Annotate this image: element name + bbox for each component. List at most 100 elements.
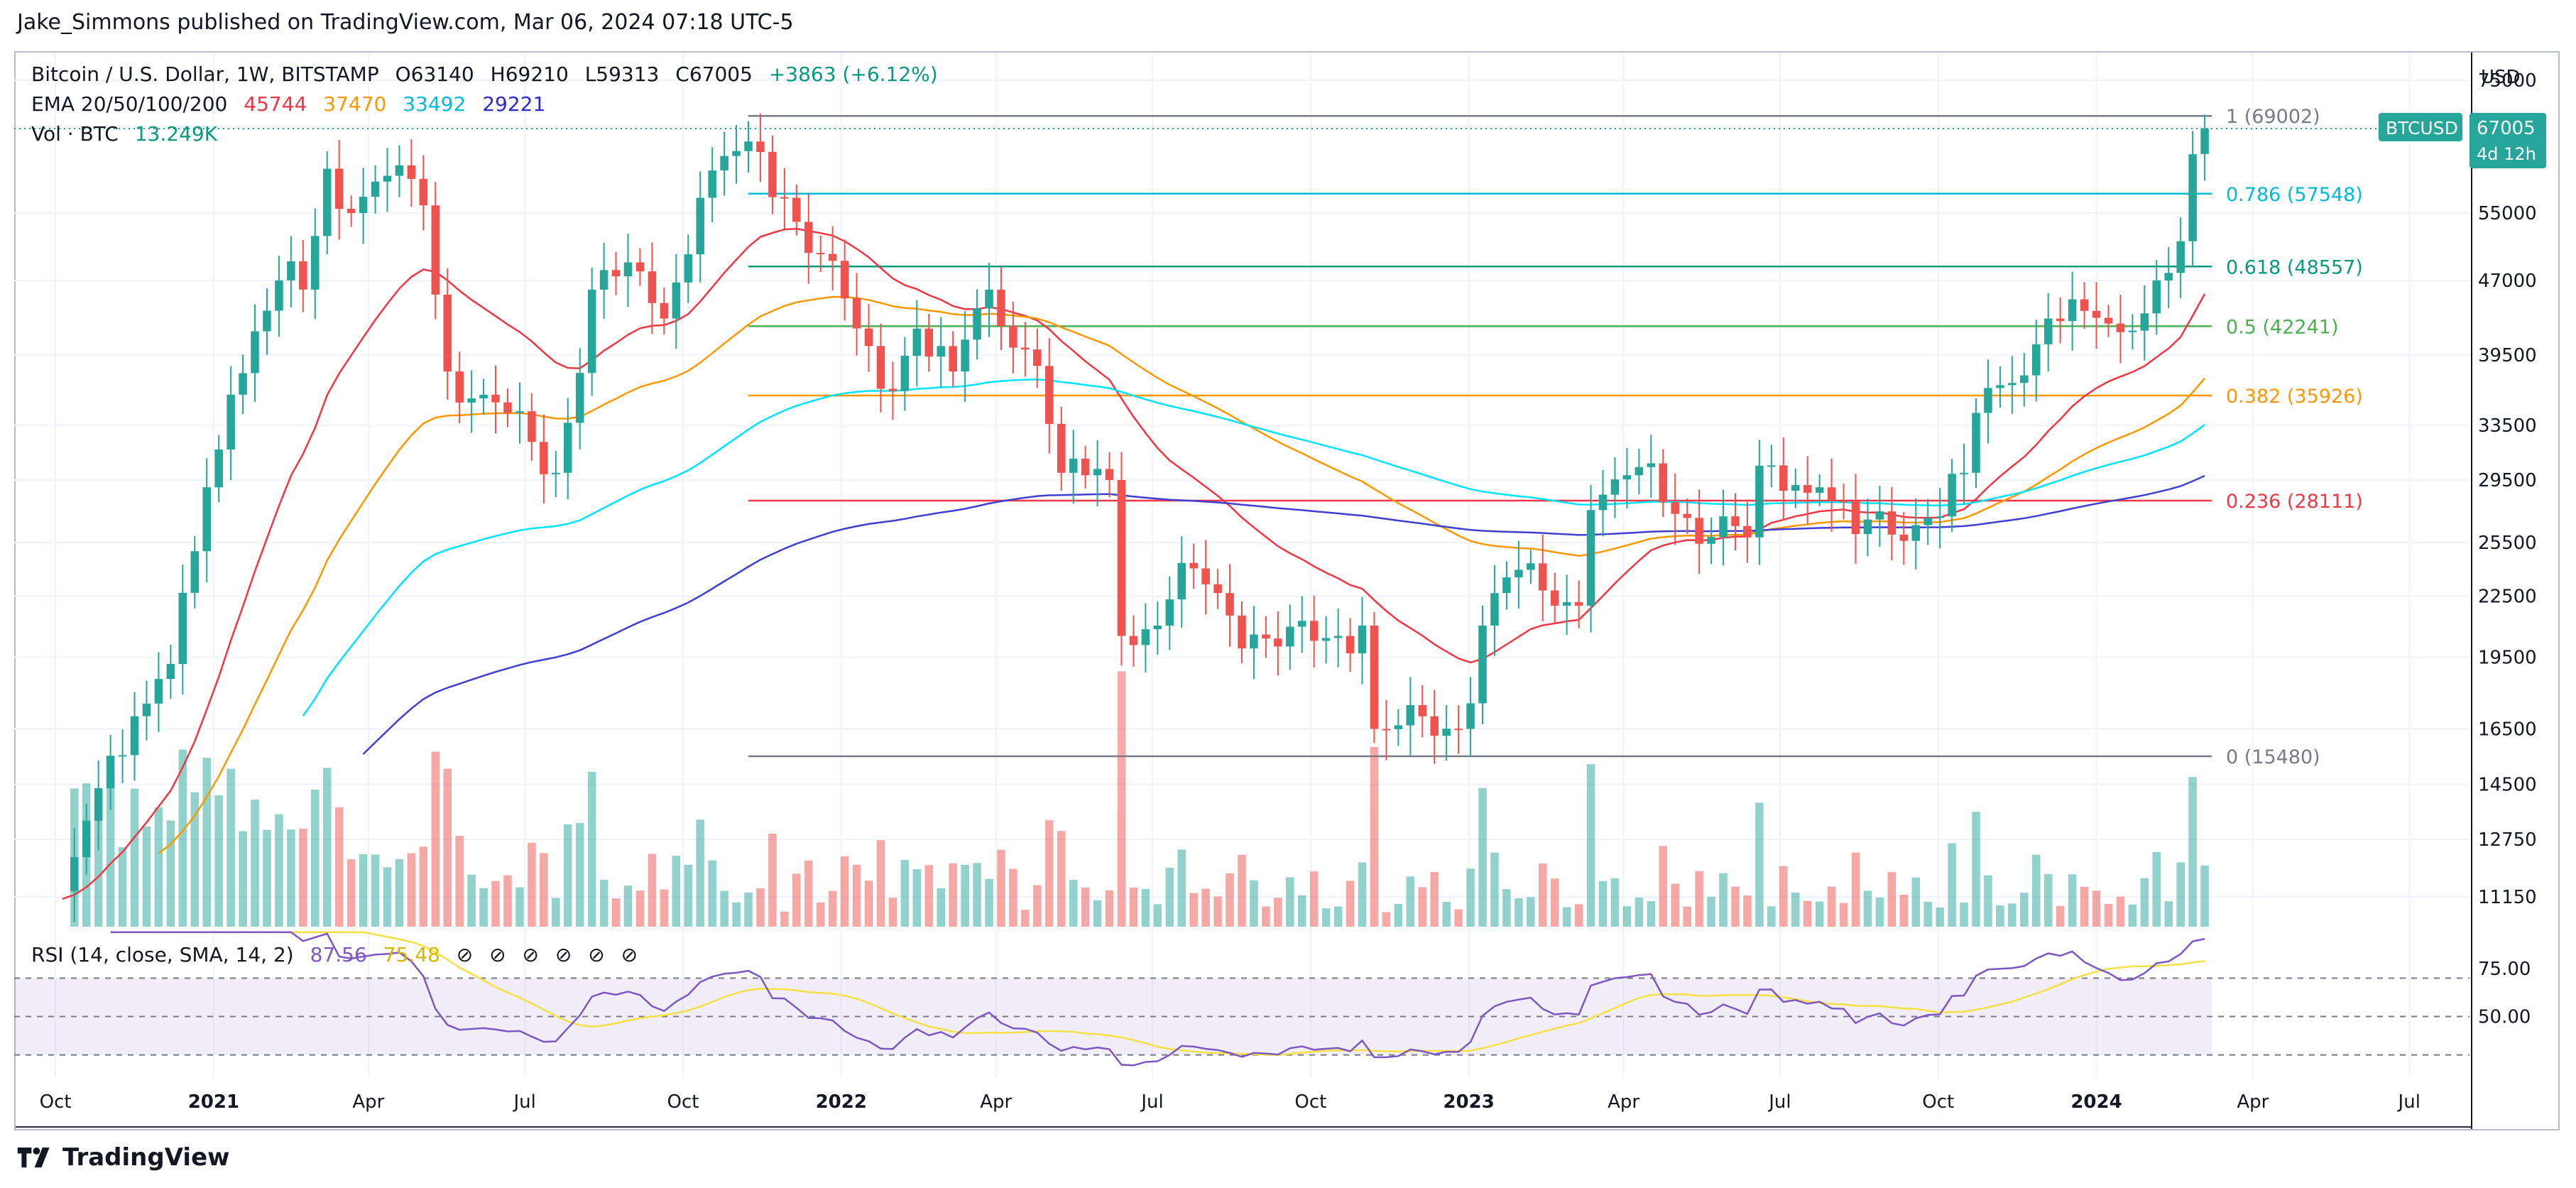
ema-legend: EMA 20/50/100/200 45744 37470 33492 2922… [31, 92, 555, 116]
rsi-hidden-icon[interactable]: ⊘ [489, 943, 506, 966]
candle [540, 442, 548, 474]
candle [599, 270, 608, 290]
volume-bar [371, 854, 380, 927]
volume-bar [275, 814, 283, 927]
candle [1177, 562, 1186, 600]
volume-bar [455, 836, 464, 927]
candle [515, 411, 524, 413]
candle [383, 175, 392, 182]
candle [1948, 474, 1956, 517]
volume-bar [744, 892, 753, 927]
candle [780, 197, 789, 199]
volume-bar [660, 889, 669, 927]
rsi-hidden-icon[interactable]: ⊘ [621, 943, 638, 966]
candle [2176, 241, 2185, 273]
volume-bar [1996, 905, 2004, 927]
candle [227, 394, 235, 449]
volume-bar [2008, 903, 2016, 927]
ema-line [62, 227, 2206, 900]
volume-bar [876, 840, 885, 927]
time-axis-separator [16, 1126, 2471, 1128]
volume-bar [1972, 812, 1980, 927]
candle [1996, 385, 2004, 388]
volume-bar [1238, 854, 1246, 927]
rsi-hidden-icon[interactable]: ⊘ [555, 943, 572, 966]
volume-bar [1141, 888, 1150, 927]
candle [2116, 323, 2125, 332]
candle [1418, 704, 1427, 716]
volume-bar [1189, 893, 1198, 927]
rsi-hidden-icon[interactable]: ⊘ [522, 943, 539, 966]
candle [346, 209, 356, 214]
symbol-tag-bg [2379, 112, 2462, 141]
time-tick-label: Apr [980, 1091, 1012, 1113]
candle [287, 261, 295, 280]
candle [1671, 502, 1679, 514]
candle [1622, 475, 1632, 480]
volume-bar [1610, 878, 1620, 927]
time-tick-label: 2023 [1443, 1091, 1494, 1113]
time-tick-label: 2022 [816, 1091, 867, 1113]
volume-bar [1466, 868, 1475, 927]
volume-bar [359, 854, 368, 927]
price-tick-label: 55000 [2478, 203, 2537, 224]
candle [1141, 629, 1150, 645]
candle [1707, 537, 1715, 544]
candle [1033, 349, 1042, 366]
volume-bar [1707, 896, 1715, 927]
ema20-value: 45744 [244, 92, 307, 116]
candle [2104, 317, 2113, 324]
price-tick-label: 75000 [2478, 70, 2537, 92]
ema-line [302, 378, 2205, 716]
volume-bar [1321, 908, 1331, 927]
volume-bar [2068, 874, 2077, 927]
volume-bar [1045, 820, 1054, 927]
volume-bar [780, 911, 789, 927]
rsi-hidden-icon[interactable]: ⊘ [456, 943, 474, 966]
volume-bar [1430, 872, 1439, 927]
candle [334, 168, 344, 209]
candle [1490, 593, 1499, 626]
volume-bar [804, 860, 813, 927]
volume-bar [1201, 888, 1210, 927]
volume-bar [2140, 878, 2149, 927]
volume-bar [1177, 849, 1186, 927]
candle [1863, 519, 1872, 535]
candle [756, 141, 765, 153]
volume-bar [1671, 883, 1679, 927]
volume-bar [479, 888, 488, 927]
rsi-pane: 50.00 75.00 [14, 931, 2531, 1067]
currency-label[interactable]: USD [2481, 67, 2521, 88]
volume-bar [1719, 873, 1728, 927]
rsi-hidden-icon[interactable]: ⊘ [588, 943, 605, 966]
volume-bar [1117, 671, 1126, 927]
candle [852, 298, 861, 329]
volume-bar [2164, 901, 2173, 927]
candle [744, 141, 753, 151]
candle [768, 152, 777, 197]
volume-bar [768, 834, 777, 927]
volume-bar [1574, 904, 1583, 927]
candle [94, 788, 103, 821]
candle [635, 262, 645, 272]
ema200-value: 29221 [482, 92, 546, 116]
candle [937, 346, 945, 357]
candle [1213, 584, 1222, 594]
volume-bar [154, 807, 163, 927]
candle [2080, 299, 2089, 311]
candle [575, 373, 584, 423]
candle [1382, 729, 1391, 731]
candle [407, 165, 416, 179]
volume-bar [587, 771, 596, 927]
candle [214, 449, 223, 488]
volume-bar [1153, 904, 1162, 927]
candle [1081, 458, 1090, 476]
candle [1286, 626, 1294, 647]
candle [1610, 479, 1620, 495]
candle [1262, 634, 1270, 639]
volume-bar [684, 864, 693, 927]
volume-bar [1262, 906, 1270, 927]
price-tick-label: 22500 [2478, 586, 2537, 607]
price-tick-label: 25500 [2478, 533, 2537, 554]
